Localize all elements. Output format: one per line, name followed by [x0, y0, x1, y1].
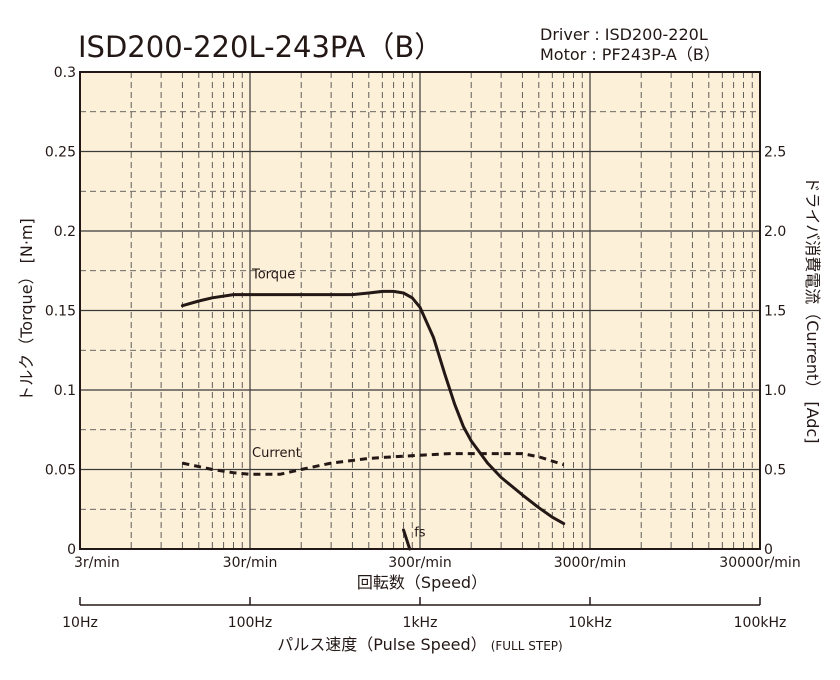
- y-left-tick-label: 0: [67, 542, 76, 558]
- y-right-tick-label: 1.0: [764, 383, 786, 399]
- annotation-torque: Torque: [251, 268, 295, 283]
- y-left-tick-label: 0.3: [54, 65, 76, 81]
- annotation-current: Current: [252, 446, 301, 461]
- y-right-ticks: 0 0.5 1.0 1.5 2.0 2.5: [764, 145, 786, 559]
- x-speed-tick-label: 300r/min: [388, 555, 452, 571]
- pulse-speed-axis: [79, 597, 761, 606]
- y-left-ticks: 0 0.05 0.1 0.15 0.2 0.25 0.3: [45, 65, 76, 558]
- y-left-tick-label: 0.2: [54, 224, 76, 240]
- x-pulse-tick-label: 100kHz: [734, 615, 787, 631]
- driver-label: Driver : ISD200-220L: [540, 25, 708, 44]
- y-right-tick-label: 2.5: [764, 145, 786, 161]
- pulse-label-main: パルス速度（Pulse Speed）: [277, 635, 486, 654]
- y-left-tick-label: 0.15: [45, 304, 76, 320]
- y-left-axis-label: トルク（Torque） [N·m]: [17, 218, 36, 402]
- y-right-axis-label: ドライバ消費電流（Current） [Adc]: [803, 177, 822, 444]
- x-pulse-tick-label: 100Hz: [228, 615, 273, 631]
- annotation-fs: fs: [414, 525, 426, 540]
- x-speed-tick-label: 30000r/min: [719, 555, 800, 571]
- current-series-line: [182, 452, 565, 476]
- y-left-tick-label: 0.1: [54, 383, 76, 399]
- y-right-tick-label: 0: [764, 542, 773, 558]
- y-left-tick-label: 0.25: [45, 145, 76, 161]
- frame-rect: [79, 71, 761, 550]
- x-pulse-tick-label: 10kHz: [568, 615, 612, 631]
- chart-title: ISD200-220L-243PA（B）: [78, 30, 443, 64]
- plot-frame: [79, 71, 761, 550]
- x-speed-tick-label: 3000r/min: [554, 555, 627, 571]
- x-pulse-ticks: 10Hz 100Hz 1kHz 10kHz 100kHz: [62, 615, 786, 631]
- y-right-tick-label: 0.5: [764, 463, 786, 479]
- y-right-tick-label: 1.5: [764, 304, 786, 320]
- pulse-label-note: (FULL STEP): [491, 639, 563, 653]
- y-left-tick-label: 0.05: [45, 463, 76, 479]
- x-speed-axis-label: 回転数（Speed）: [357, 573, 487, 592]
- x-speed-tick-label: 30r/min: [223, 555, 278, 571]
- x-speed-ticks: 3r/min 30r/min 300r/min 3000r/min 30000r/min: [74, 555, 801, 571]
- fs-series-line: [402, 528, 412, 551]
- x-pulse-axis-label: パルス速度（Pulse Speed） (FULL STEP): [277, 635, 562, 654]
- series-group: [180, 289, 566, 551]
- annotations: Torque Current fs: [251, 268, 426, 541]
- y-right-tick-label: 2.0: [764, 224, 786, 240]
- x-speed-tick-label: 3r/min: [74, 555, 120, 571]
- x-pulse-tick-label: 10Hz: [62, 615, 98, 631]
- x-pulse-tick-label: 1kHz: [403, 615, 438, 631]
- motor-label: Motor : PF243P-A（B）: [540, 45, 720, 64]
- torque-series-line: [180, 289, 566, 526]
